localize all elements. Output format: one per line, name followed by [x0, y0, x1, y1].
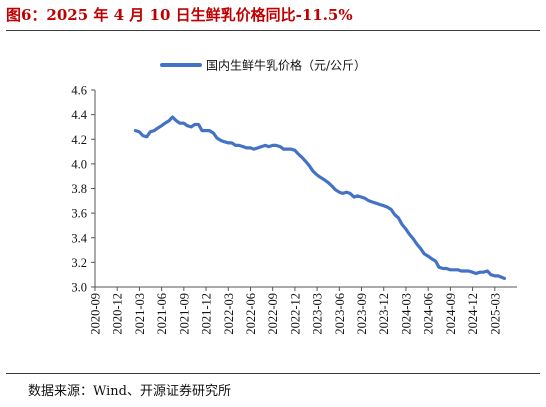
x-tick-label: 2020-09	[89, 293, 103, 335]
y-tick-label: 3.8	[71, 182, 87, 196]
figure-title: 图6：2025 年 4 月 10 日生鲜乳价格同比-11.5%	[6, 6, 353, 24]
x-tick-label: 2023-06	[333, 293, 347, 335]
series-line-milk-price	[133, 115, 506, 280]
y-tick-label: 4.6	[71, 84, 87, 98]
x-tick-label: 2023-09	[355, 293, 369, 335]
y-tick-label: 4.4	[71, 108, 87, 122]
y-tick-label: 3.6	[71, 207, 87, 221]
source-rule	[6, 373, 540, 374]
y-tick-label: 4.2	[71, 133, 87, 147]
y-tick-label: 3.0	[71, 281, 87, 295]
x-tick-label: 2023-03	[311, 293, 325, 335]
y-tick-label: 4.0	[71, 157, 87, 171]
title-rule	[6, 30, 540, 31]
y-tick-labels: 4.6 4.4 4.2 4.0 3.8 3.6 3.4 3.2 3.0	[71, 84, 87, 295]
x-tick-label: 2024-12	[466, 293, 480, 335]
legend: 国内生鲜牛乳价格（元/公斤）	[160, 58, 366, 73]
y-tick-label: 3.2	[71, 256, 87, 270]
x-tick-label: 2025-03	[488, 293, 502, 335]
x-tick-label: 2022-12	[288, 293, 302, 335]
x-tick-labels: 2020-09 2020-12 2021-03 2021-06 2021-09 2021-…	[89, 293, 503, 335]
x-tick-label: 2020-12	[111, 293, 125, 335]
x-tick-label: 2021-03	[133, 293, 147, 335]
x-tick-label: 2023-12	[377, 293, 391, 335]
x-tick-label: 2022-06	[244, 293, 258, 335]
x-tick-label: 2024-03	[399, 293, 413, 335]
x-tick-label: 2024-09	[444, 293, 458, 335]
x-tick-label: 2022-09	[266, 293, 280, 335]
x-tick-label: 2024-06	[422, 293, 436, 335]
x-tick-label: 2021-12	[200, 293, 214, 335]
x-tick-label: 2022-03	[222, 293, 236, 335]
legend-label: 国内生鲜牛乳价格（元/公斤）	[206, 58, 366, 73]
x-tick-label: 2021-09	[177, 293, 191, 335]
source-note: 数据来源：Wind、开源证券研究所	[28, 384, 231, 399]
series-group	[133, 115, 506, 280]
x-tick-label: 2021-06	[155, 293, 169, 335]
axes	[91, 89, 517, 291]
y-tick-label: 3.4	[71, 231, 87, 245]
